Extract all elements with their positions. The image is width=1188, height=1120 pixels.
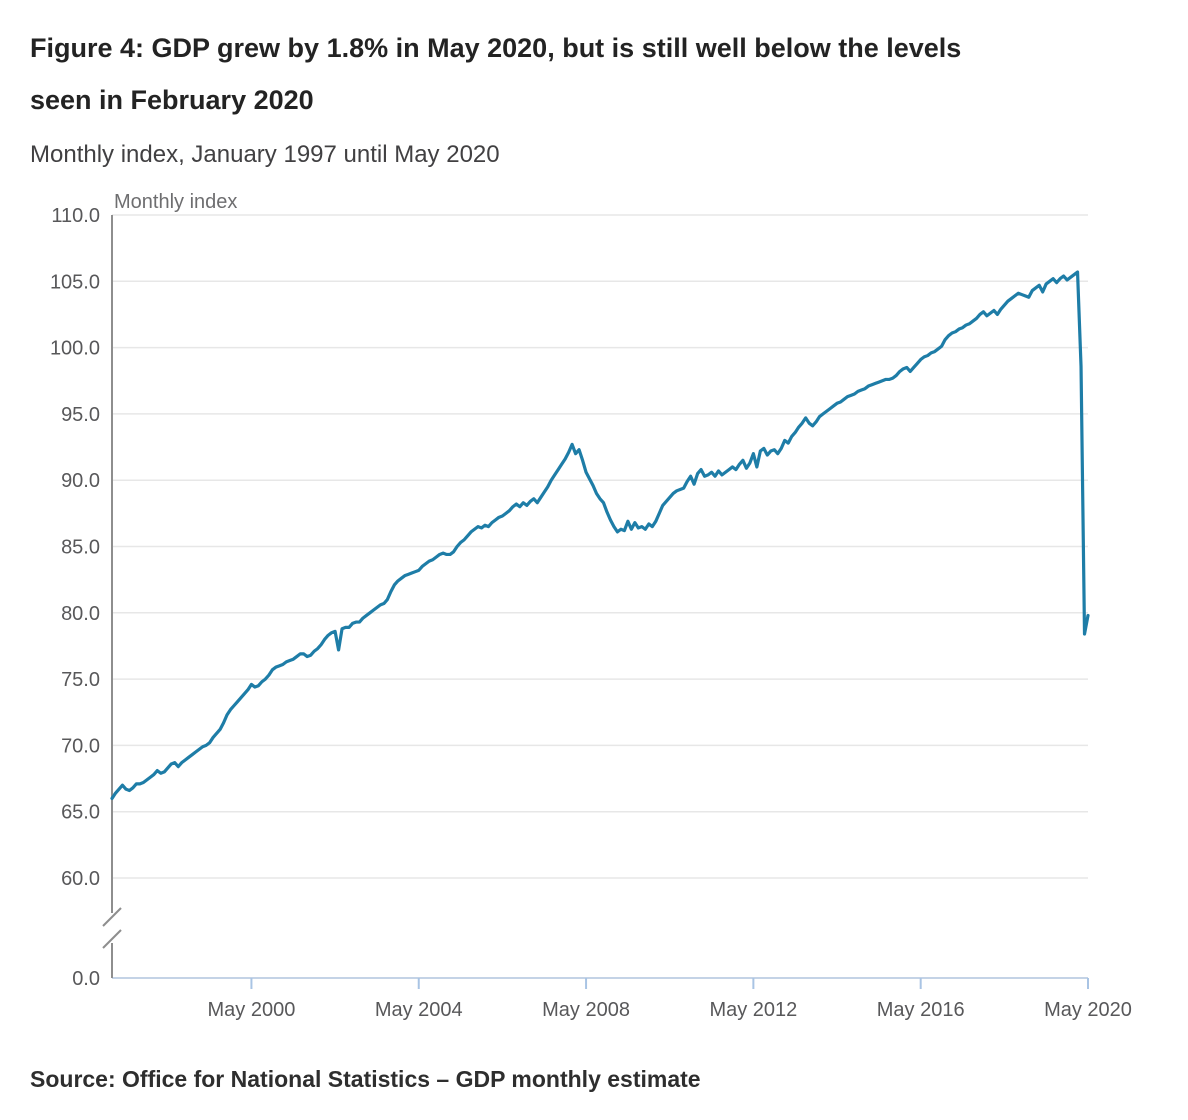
x-tick-label: May 2000 <box>208 999 296 1021</box>
chart-container: May 2000 May 2004 May 2008 May 2012 May 2016… <box>0 185 1188 1035</box>
y-tick-label: 80.0 <box>61 603 100 625</box>
y-tick-label: 85.0 <box>61 537 100 559</box>
axis-break-mark <box>102 907 122 927</box>
x-tick-label: May 2020 <box>1044 999 1132 1021</box>
figure-title: Figure 4: GDP grew by 1.8% in May 2020, … <box>30 33 962 115</box>
gdp-line-series <box>110 270 1090 801</box>
axis-break-mark <box>102 929 122 949</box>
y-tick-label: 105.0 <box>50 271 100 293</box>
x-tick-label: May 2016 <box>877 999 965 1021</box>
y-tick-label: 60.0 <box>61 868 100 890</box>
gdp-line-chart: May 2000 May 2004 May 2008 May 2012 May 2016… <box>50 191 1132 1021</box>
y-tick-label: 0.0 <box>72 968 100 990</box>
y-tick-label: 100.0 <box>50 338 100 360</box>
y-tick-label: 70.0 <box>61 735 100 757</box>
y-tick-label: 110.0 <box>51 205 100 227</box>
y-tick-label: 75.0 <box>61 669 100 691</box>
y-tick-label: 95.0 <box>61 404 100 426</box>
x-tick-label: May 2004 <box>375 999 463 1021</box>
y-tick-label: 90.0 <box>61 470 100 492</box>
figure-subtitle: Monthly index, January 1997 until May 20… <box>30 141 500 168</box>
x-tick-label: May 2008 <box>542 999 630 1021</box>
chart-axis-title: Monthly index <box>114 191 237 213</box>
source-note: Source: Office for National Statistics –… <box>30 1066 701 1092</box>
y-tick-label: 65.0 <box>61 802 100 824</box>
x-tick-label: May 2012 <box>709 999 797 1021</box>
